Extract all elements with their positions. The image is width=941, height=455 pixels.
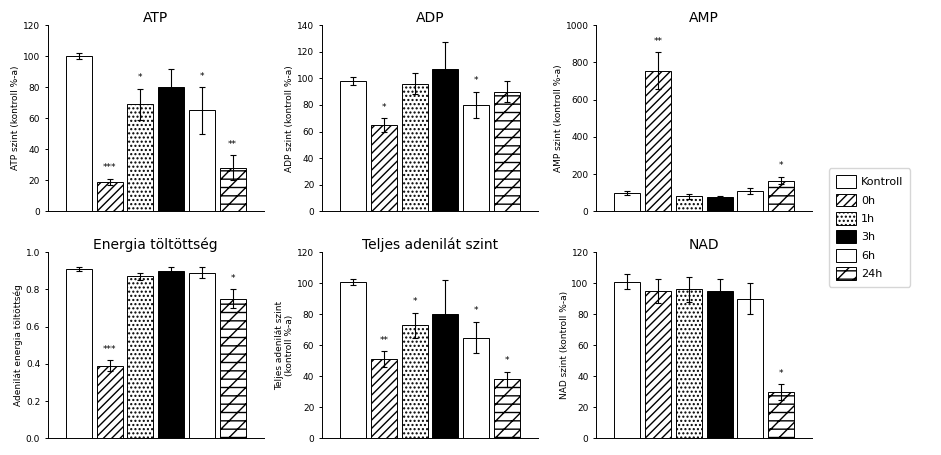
Title: AMP: AMP — [690, 11, 719, 25]
Bar — [127, 104, 153, 211]
Text: *: * — [199, 72, 204, 81]
Bar — [463, 105, 489, 211]
Bar — [676, 197, 702, 211]
Bar — [707, 197, 733, 211]
Bar — [158, 87, 184, 211]
Bar — [614, 282, 641, 438]
Bar — [341, 81, 366, 211]
Text: *: * — [474, 76, 478, 85]
Bar — [97, 366, 122, 438]
Title: NAD: NAD — [689, 238, 720, 252]
Text: ***: *** — [103, 163, 117, 172]
Text: *: * — [474, 307, 478, 315]
Text: **: ** — [228, 140, 237, 149]
Bar — [371, 125, 397, 211]
Bar — [463, 338, 489, 438]
Bar — [768, 181, 794, 211]
Bar — [402, 325, 427, 438]
Text: **: ** — [654, 36, 662, 46]
Bar — [219, 299, 246, 438]
Bar — [127, 276, 153, 438]
Text: ***: *** — [103, 344, 117, 354]
Bar — [614, 193, 641, 211]
Bar — [738, 191, 763, 211]
Title: ADP: ADP — [416, 11, 444, 25]
Bar — [66, 269, 92, 438]
Y-axis label: ATP szint (kontroll %-a): ATP szint (kontroll %-a) — [11, 66, 20, 171]
Bar — [676, 289, 702, 438]
Text: *: * — [138, 73, 143, 82]
Y-axis label: AMP szint (kontroll %-a): AMP szint (kontroll %-a) — [554, 65, 563, 172]
Bar — [494, 91, 519, 211]
Bar — [432, 314, 458, 438]
Bar — [97, 182, 122, 211]
Bar — [219, 168, 246, 211]
Y-axis label: NAD szint (kontroll %-a): NAD szint (kontroll %-a) — [560, 291, 568, 399]
Title: ATP: ATP — [143, 11, 168, 25]
Bar — [189, 111, 215, 211]
Text: *: * — [382, 103, 386, 112]
Title: Energia töltöttség: Energia töltöttség — [93, 238, 218, 252]
Bar — [189, 273, 215, 438]
Title: Teljes adenilát szint: Teljes adenilát szint — [362, 238, 498, 252]
Bar — [66, 56, 92, 211]
Y-axis label: Teljes adenilát szint
(kontroll %-a): Teljes adenilát szint (kontroll %-a) — [275, 301, 295, 390]
Bar — [646, 291, 671, 438]
Legend: Kontroll, 0h, 1h, 3h, 6h, 24h: Kontroll, 0h, 1h, 3h, 6h, 24h — [829, 168, 910, 287]
Bar — [738, 299, 763, 438]
Text: *: * — [231, 274, 235, 283]
Text: *: * — [779, 162, 783, 170]
Text: *: * — [779, 369, 783, 378]
Bar — [158, 271, 184, 438]
Bar — [402, 84, 427, 211]
Bar — [768, 392, 794, 438]
Bar — [371, 359, 397, 438]
Y-axis label: ADP szint (kontroll %-a): ADP szint (kontroll %-a) — [285, 65, 295, 172]
Bar — [707, 291, 733, 438]
Y-axis label: Adenilát energia töltöttség: Adenilát energia töltöttség — [13, 284, 23, 406]
Text: *: * — [412, 297, 417, 306]
Bar — [341, 282, 366, 438]
Bar — [494, 379, 519, 438]
Bar — [646, 71, 671, 211]
Bar — [432, 69, 458, 211]
Text: *: * — [504, 356, 509, 365]
Text: **: ** — [379, 336, 389, 345]
